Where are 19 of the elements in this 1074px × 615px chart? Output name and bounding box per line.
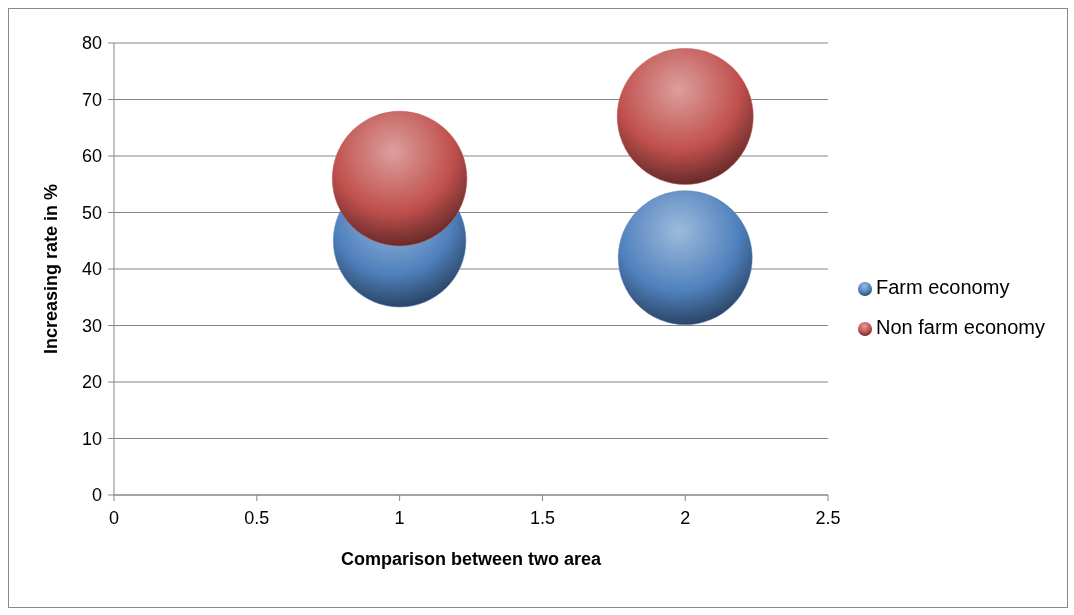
legend-label: Farm economy [876,276,1010,298]
x-tick-label: 0 [108,507,120,528]
y-tick-label: 70 [81,89,102,110]
y-tick-label: 0 [91,485,102,506]
x-tick-label: 0.5 [244,507,270,528]
y-tick-label: 50 [81,202,102,223]
x-axis-title: Comparison between two area [340,549,603,569]
y-axis-title: Increasing rate in % [41,183,62,355]
y-tick-label: 60 [81,146,102,167]
y-tick-label: 20 [81,372,102,393]
x-tick-label: 2.5 [815,507,841,528]
y-tick-label: 80 [81,33,102,54]
x-tick-label: 1.5 [529,507,555,528]
legend-label: Non farm economy [876,316,1045,338]
y-tick-label: 30 [81,315,102,336]
y-tick-label: 40 [81,259,102,280]
y-tick-label: 10 [81,428,102,449]
x-tick-label: 1 [394,507,405,528]
x-tick-label: 2 [680,507,691,528]
